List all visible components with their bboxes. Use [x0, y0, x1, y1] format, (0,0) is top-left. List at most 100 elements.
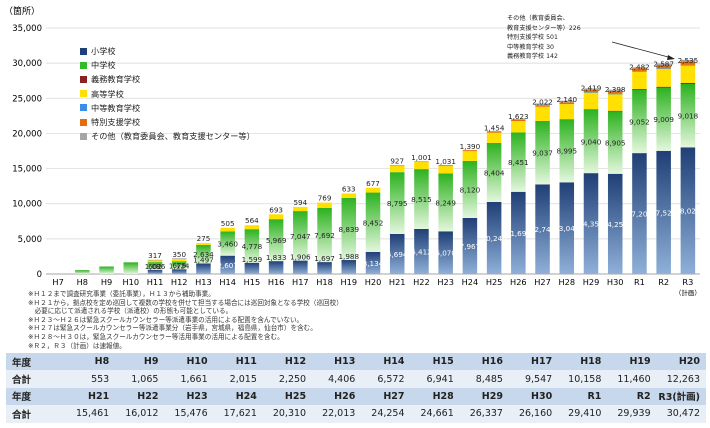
row-label: 合計: [6, 405, 66, 423]
bar-segment: [632, 71, 647, 89]
data-label: 1,031: [435, 157, 456, 166]
x-tick-label: H14: [219, 277, 236, 287]
x-tick-label: R3: [682, 277, 693, 287]
row-label: 年度: [6, 387, 66, 406]
callout-line: 義務教育学校 142: [507, 53, 558, 60]
bar-stack-H24: [462, 150, 478, 274]
total-cell: 29,939: [607, 405, 657, 423]
callout-annotation: その他（教育委員会、 教育支援センター等）226 特別支援学校 501 中等教育学校 …: [507, 14, 581, 62]
x-tick-labels: H7 H8 H9 H10 H11 H12 H13 H14 H15 H16 H17 H18 H19 H20 H…: [52, 277, 700, 297]
bar-stack-R3: [680, 59, 696, 274]
year-cell: H20: [656, 353, 706, 371]
bar-segment: [244, 262, 260, 274]
bar-segment: [607, 93, 623, 111]
bar-segment: [438, 166, 453, 174]
data-label: 1,988: [338, 252, 359, 261]
data-label: 350: [172, 250, 186, 259]
legend-swatch: [80, 104, 87, 112]
data-label: 1,390: [460, 142, 481, 151]
bar-segment: [535, 120, 550, 185]
x-tick-label: H19: [340, 277, 357, 287]
footnote-line: ※Ｈ２７は緊急スクールカウンセラー等派遣事業分（岩手県，宮城県，福島県，仙台市）…: [28, 324, 317, 333]
legend-item: 小学校: [80, 44, 255, 58]
data-label: 1,497: [193, 255, 214, 264]
year-cell: H9: [115, 353, 165, 371]
data-label: 564: [245, 216, 259, 225]
bar-segment: [607, 91, 623, 94]
bar-segment: [656, 68, 671, 69]
bar-segment: [583, 90, 599, 93]
bar-segment: [147, 269, 163, 274]
year-cell: H29: [459, 387, 509, 406]
total-cell: 22,013: [312, 405, 362, 423]
bar-stack-H28: [559, 100, 575, 274]
bar-segment: [171, 258, 187, 262]
x-tick-label: H25: [486, 277, 503, 287]
bar-stack-H11: [147, 259, 163, 274]
data-label: 2,022: [532, 98, 553, 107]
x-tick-label: H17: [292, 277, 309, 287]
bar-segment: [486, 142, 502, 202]
year-cell: H21: [66, 387, 116, 406]
bar-segment: [607, 110, 623, 112]
bar-segment: [583, 173, 599, 274]
year-cell: H13: [312, 353, 362, 371]
x-tick-label: H23: [437, 277, 454, 287]
bar-segment: [365, 192, 381, 252]
total-cell: 1,661: [164, 370, 214, 388]
bar-segment: [559, 119, 575, 183]
bar-stack-H14: [220, 227, 235, 274]
total-cell: 4,406: [312, 370, 362, 388]
footnote-line: ※Ｈ２１から，拠点校を定め巡回して複数の学校を併せて担当する場合には巡回対象とな…: [28, 298, 343, 307]
bar-segment: [414, 162, 429, 170]
bar-segment: [535, 184, 550, 274]
year-cell: H10: [164, 353, 214, 371]
data-label: 11,695: [506, 229, 531, 238]
bar-segment: [583, 92, 599, 93]
x-tick-label: H11: [147, 277, 164, 287]
total-cell: 9,547: [508, 370, 559, 388]
data-label: 2,482: [629, 62, 650, 71]
totals-table: 年度 H8 H9 H10 H11 H12 H13 H14 H15 H16 H17 H18 H19 H20 合…: [6, 353, 706, 423]
bar-segment: [317, 208, 332, 263]
legend-item: 高等学校: [80, 87, 255, 101]
bar-segment: [293, 260, 308, 274]
year-cell: H14: [361, 353, 411, 371]
data-label: 602: [148, 262, 162, 271]
total-cell: 8,485: [459, 370, 509, 388]
bar-segment: [220, 231, 235, 256]
legend-label: 小学校: [91, 46, 116, 56]
year-cell: H17: [508, 353, 559, 371]
bar-segment: [220, 227, 235, 232]
bar-segment: [583, 109, 599, 174]
legend-label: 中等教育学校: [91, 102, 141, 113]
legend-label: 高等学校: [91, 88, 124, 99]
bar-segment: [196, 243, 211, 245]
data-label: 6,070: [435, 249, 456, 258]
bar-segment: [438, 231, 453, 274]
bar-segment: [559, 104, 575, 120]
callout-arrowhead: [667, 55, 675, 60]
bar-segment: [123, 262, 139, 274]
total-row: 合計 15,461 16,012 15,476 17,621 20,310 22,013 24…: [6, 405, 706, 423]
legend-swatch: [80, 47, 87, 55]
bar-segment: [438, 165, 453, 167]
bar-segment: [607, 173, 623, 274]
y-tick-label: 10,000: [12, 200, 42, 210]
bar-segment: [365, 187, 381, 193]
data-label: 4,778: [242, 242, 263, 251]
total-cell: 24,254: [361, 405, 411, 423]
year-cell: H24: [213, 387, 263, 406]
bar-segment: [462, 160, 478, 219]
data-label: 8,404: [484, 168, 505, 177]
bar-segment: [511, 191, 526, 274]
year-cell: H11: [213, 353, 263, 371]
bar-segment: [365, 251, 381, 274]
bar-stack-H17: [293, 206, 308, 274]
bar-segment: [680, 83, 696, 148]
data-label: 7,047: [290, 232, 311, 241]
bar-segment: [147, 262, 163, 270]
bar-stack-H21: [389, 165, 405, 274]
bar-segment: [632, 153, 647, 274]
total-cell: 1,065: [115, 370, 165, 388]
